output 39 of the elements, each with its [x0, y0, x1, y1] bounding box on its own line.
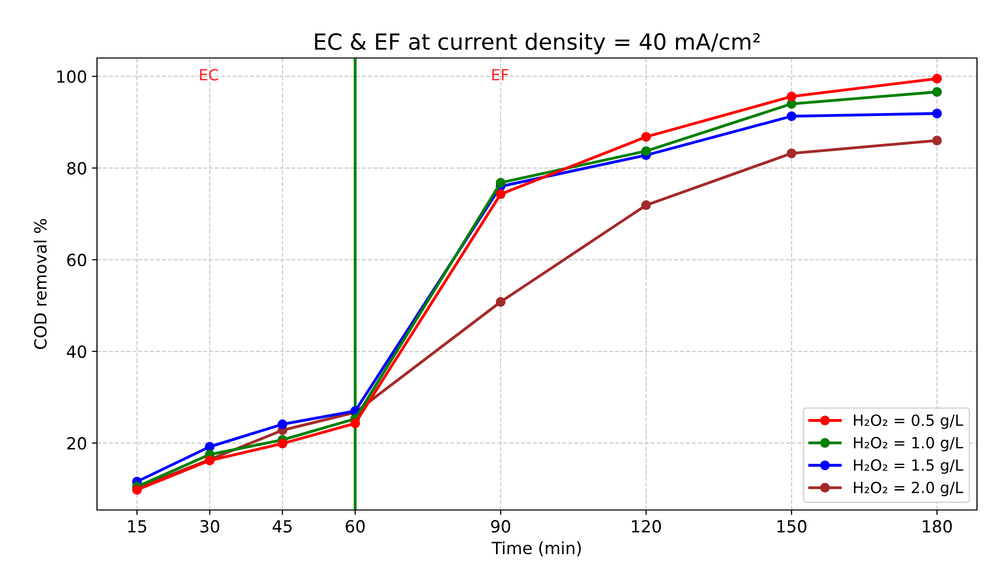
- annotation: EC: [200, 68, 218, 81]
- annotation: EF: [492, 69, 508, 80]
- point: [496, 297, 506, 307]
- point: [786, 92, 796, 102]
- chart-title: EC & EF at current density = 40 mA/cm²: [315, 32, 760, 54]
- legend-label: H₂O₂ = 2.0 g/L: [854, 482, 964, 496]
- point: [496, 189, 506, 200]
- y-tick-label: 100: [57, 70, 86, 83]
- point: [204, 442, 215, 452]
- point: [641, 146, 651, 156]
- point: [350, 418, 360, 428]
- point: [641, 200, 651, 210]
- x-tick-label: 120: [632, 520, 661, 533]
- x-tick-label: 15: [128, 520, 146, 533]
- y-tick-label: 60: [67, 254, 86, 266]
- y-axis-title: COD removal %: [34, 218, 47, 350]
- x-tick-label: 45: [272, 520, 292, 533]
- x-axis-title: Time (min): [492, 541, 581, 556]
- point: [932, 87, 942, 97]
- x-tick-label: 180: [922, 520, 952, 533]
- x-tick-label: 30: [200, 520, 220, 533]
- point: [932, 136, 942, 146]
- legend-label: H₂O₂ = 1.0 g/L: [854, 436, 964, 452]
- x-tick-label: 90: [491, 520, 510, 533]
- point: [278, 438, 288, 448]
- legend-label: H₂O₂ = 1.5 g/L: [854, 459, 964, 474]
- point: [278, 419, 288, 430]
- point: [641, 132, 651, 142]
- point: [932, 74, 942, 84]
- y-tick-label: 80: [67, 162, 86, 175]
- y-tick-label: 20: [67, 437, 86, 450]
- point: [786, 111, 796, 122]
- y-tick-label: 40: [66, 345, 86, 358]
- point: [932, 108, 942, 118]
- point: [496, 178, 506, 188]
- legend-label: H₂O₂ = 0.5 g/L: [854, 414, 964, 429]
- x-tick-label: 60: [346, 520, 365, 533]
- x-tick-label: 150: [777, 520, 806, 533]
- point: [786, 148, 796, 158]
